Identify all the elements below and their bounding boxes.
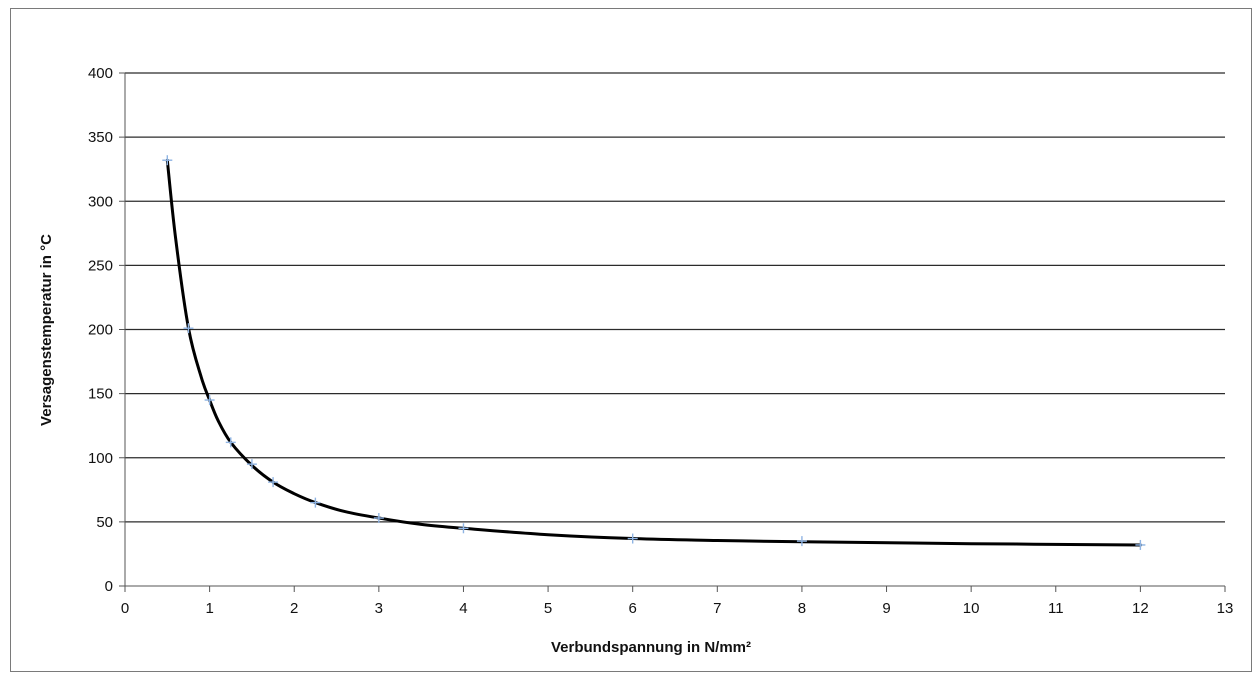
y-tick-label: 400 — [88, 65, 113, 82]
x-tick-labels: 0 1 2 3 4 5 6 7 8 9 10 11 12 13 — [121, 600, 1234, 617]
x-tick-label: 3 — [375, 600, 383, 617]
x-tick-label: 11 — [1048, 600, 1064, 617]
y-tick-label: 0 — [105, 578, 113, 595]
data-point — [373, 513, 384, 524]
x-tick-label: 6 — [629, 600, 637, 617]
data-point — [246, 459, 257, 470]
x-tick-label: 10 — [963, 600, 980, 617]
data-point — [627, 533, 638, 544]
x-tick-label: 1 — [205, 600, 213, 617]
x-tick-label: 9 — [882, 600, 890, 617]
data-point — [458, 523, 469, 534]
y-tick-label: 350 — [88, 129, 113, 146]
data-point — [162, 155, 173, 166]
x-axis-label: Verbundspannung in N/mm² — [551, 639, 751, 656]
y-axis-label: Versagenstemperatur in °C — [38, 234, 55, 426]
data-point — [204, 395, 215, 406]
y-tick-label: 300 — [88, 193, 113, 210]
y-tick-label: 50 — [96, 514, 113, 531]
y-tick-label: 200 — [88, 322, 113, 339]
x-tick-label: 12 — [1132, 600, 1149, 617]
gridlines — [125, 72, 1225, 523]
data-point — [225, 437, 236, 448]
axes — [119, 72, 1226, 592]
x-tick-label: 4 — [459, 600, 467, 617]
y-tick-label: 150 — [88, 386, 113, 403]
x-tick-label: 13 — [1217, 600, 1234, 617]
x-tick-label: 5 — [544, 600, 552, 617]
data-point — [796, 536, 807, 547]
data-markers — [162, 155, 1146, 550]
y-tick-label: 100 — [88, 450, 113, 467]
data-point — [268, 477, 279, 488]
data-point — [310, 497, 321, 508]
trend-line — [165, 158, 1142, 547]
x-tick-label: 7 — [713, 600, 721, 617]
x-tick-label: 0 — [121, 600, 129, 617]
data-point — [1135, 539, 1146, 550]
x-tick-label: 2 — [290, 600, 298, 617]
y-tick-labels: 0 50 100 150 200 250 300 350 400 — [88, 65, 113, 595]
y-tick-label: 250 — [88, 257, 113, 274]
x-tick-label: 8 — [798, 600, 806, 617]
data-point — [183, 323, 194, 334]
